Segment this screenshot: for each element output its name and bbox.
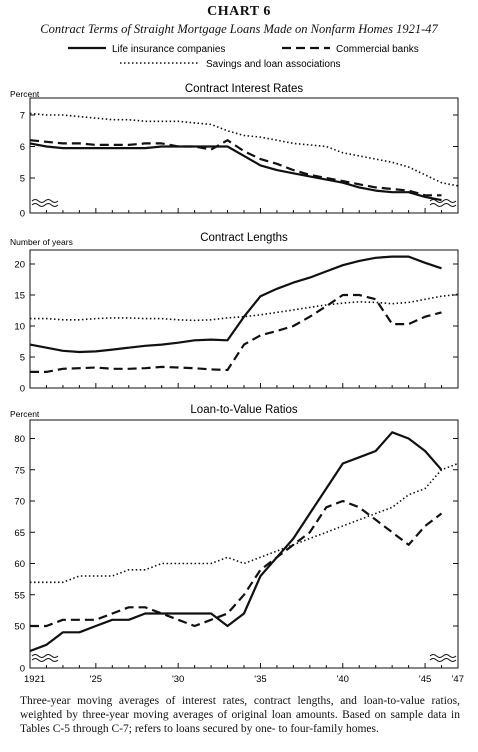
panel-title: Contract Interest Rates	[185, 83, 303, 95]
y-tick-label: 20	[14, 260, 25, 271]
series-line-solid	[29, 255, 442, 354]
series-line-dotted	[29, 112, 459, 187]
x-tick-label: 1921	[24, 674, 45, 685]
y-tick-label: 75	[14, 465, 25, 476]
y-tick-label: 80	[14, 434, 25, 445]
y-tick-label: 5	[20, 174, 25, 185]
axis-break-symbol	[31, 199, 59, 203]
chart-title: CHART 6	[207, 4, 271, 19]
x-tick-label: '25	[90, 674, 102, 685]
x-tick-label: '47	[452, 674, 464, 685]
y-tick-label: 10	[14, 322, 25, 333]
y-tick-label: 65	[14, 528, 25, 539]
y-tick-label: 6	[20, 142, 25, 153]
x-tick-label: '35	[254, 674, 266, 685]
axis-break-symbol	[31, 658, 59, 662]
y-tick-label: 60	[14, 559, 25, 570]
axis-break-mask	[32, 654, 58, 662]
axis-break-symbol	[429, 658, 457, 662]
series-line-solid	[29, 431, 443, 653]
series-line-dashed	[30, 499, 443, 628]
panel-title: Loan-to-Value Ratios	[190, 404, 297, 416]
series-line-dashed	[30, 293, 442, 373]
legend-label-dotted: Savings and loan associations	[206, 59, 341, 70]
series-line-dotted	[30, 462, 459, 584]
chart-caption: Three-year moving averages of interest r…	[20, 695, 460, 735]
axis-break-mask	[430, 199, 456, 207]
legend-label-dashed: Commercial banks	[336, 44, 419, 55]
axis-break-symbol	[31, 203, 59, 207]
x-tick-label: '40	[337, 674, 349, 685]
y-axis-label: Percent	[10, 89, 40, 99]
axis-break-symbol	[31, 654, 59, 658]
x-tick-label: '30	[172, 674, 184, 685]
panel-frame	[29, 419, 459, 669]
series-line-dashed	[29, 139, 442, 197]
axis-break-mask	[32, 199, 58, 207]
y-tick-label: 0	[20, 384, 25, 395]
series-line-solid	[29, 142, 442, 202]
chart-figure: Life insurance companies Commercial banks…	[10, 44, 464, 685]
y-tick-label: 0	[20, 664, 25, 675]
y-tick-label: 50	[14, 622, 25, 633]
axis-break-mask	[430, 654, 456, 662]
y-tick-label: 5	[20, 353, 25, 364]
y-tick-label: 15	[14, 291, 25, 302]
panel-title: Contract Lengths	[200, 232, 288, 244]
y-tick-label: 55	[14, 590, 25, 601]
chart-subtitle: Contract Terms of Straight Mortgage Loan…	[40, 22, 438, 36]
y-axis-label: Percent	[10, 409, 40, 419]
y-tick-label: 7	[20, 111, 25, 122]
x-tick-label: '45	[419, 674, 431, 685]
axis-break-symbol	[429, 654, 457, 658]
axis-break-symbol	[429, 203, 457, 207]
y-tick-label: 0	[20, 209, 25, 220]
y-tick-label: 70	[14, 497, 25, 508]
y-axis-label: Number of years	[10, 237, 73, 247]
legend-label-solid: Life insurance companies	[112, 44, 225, 55]
